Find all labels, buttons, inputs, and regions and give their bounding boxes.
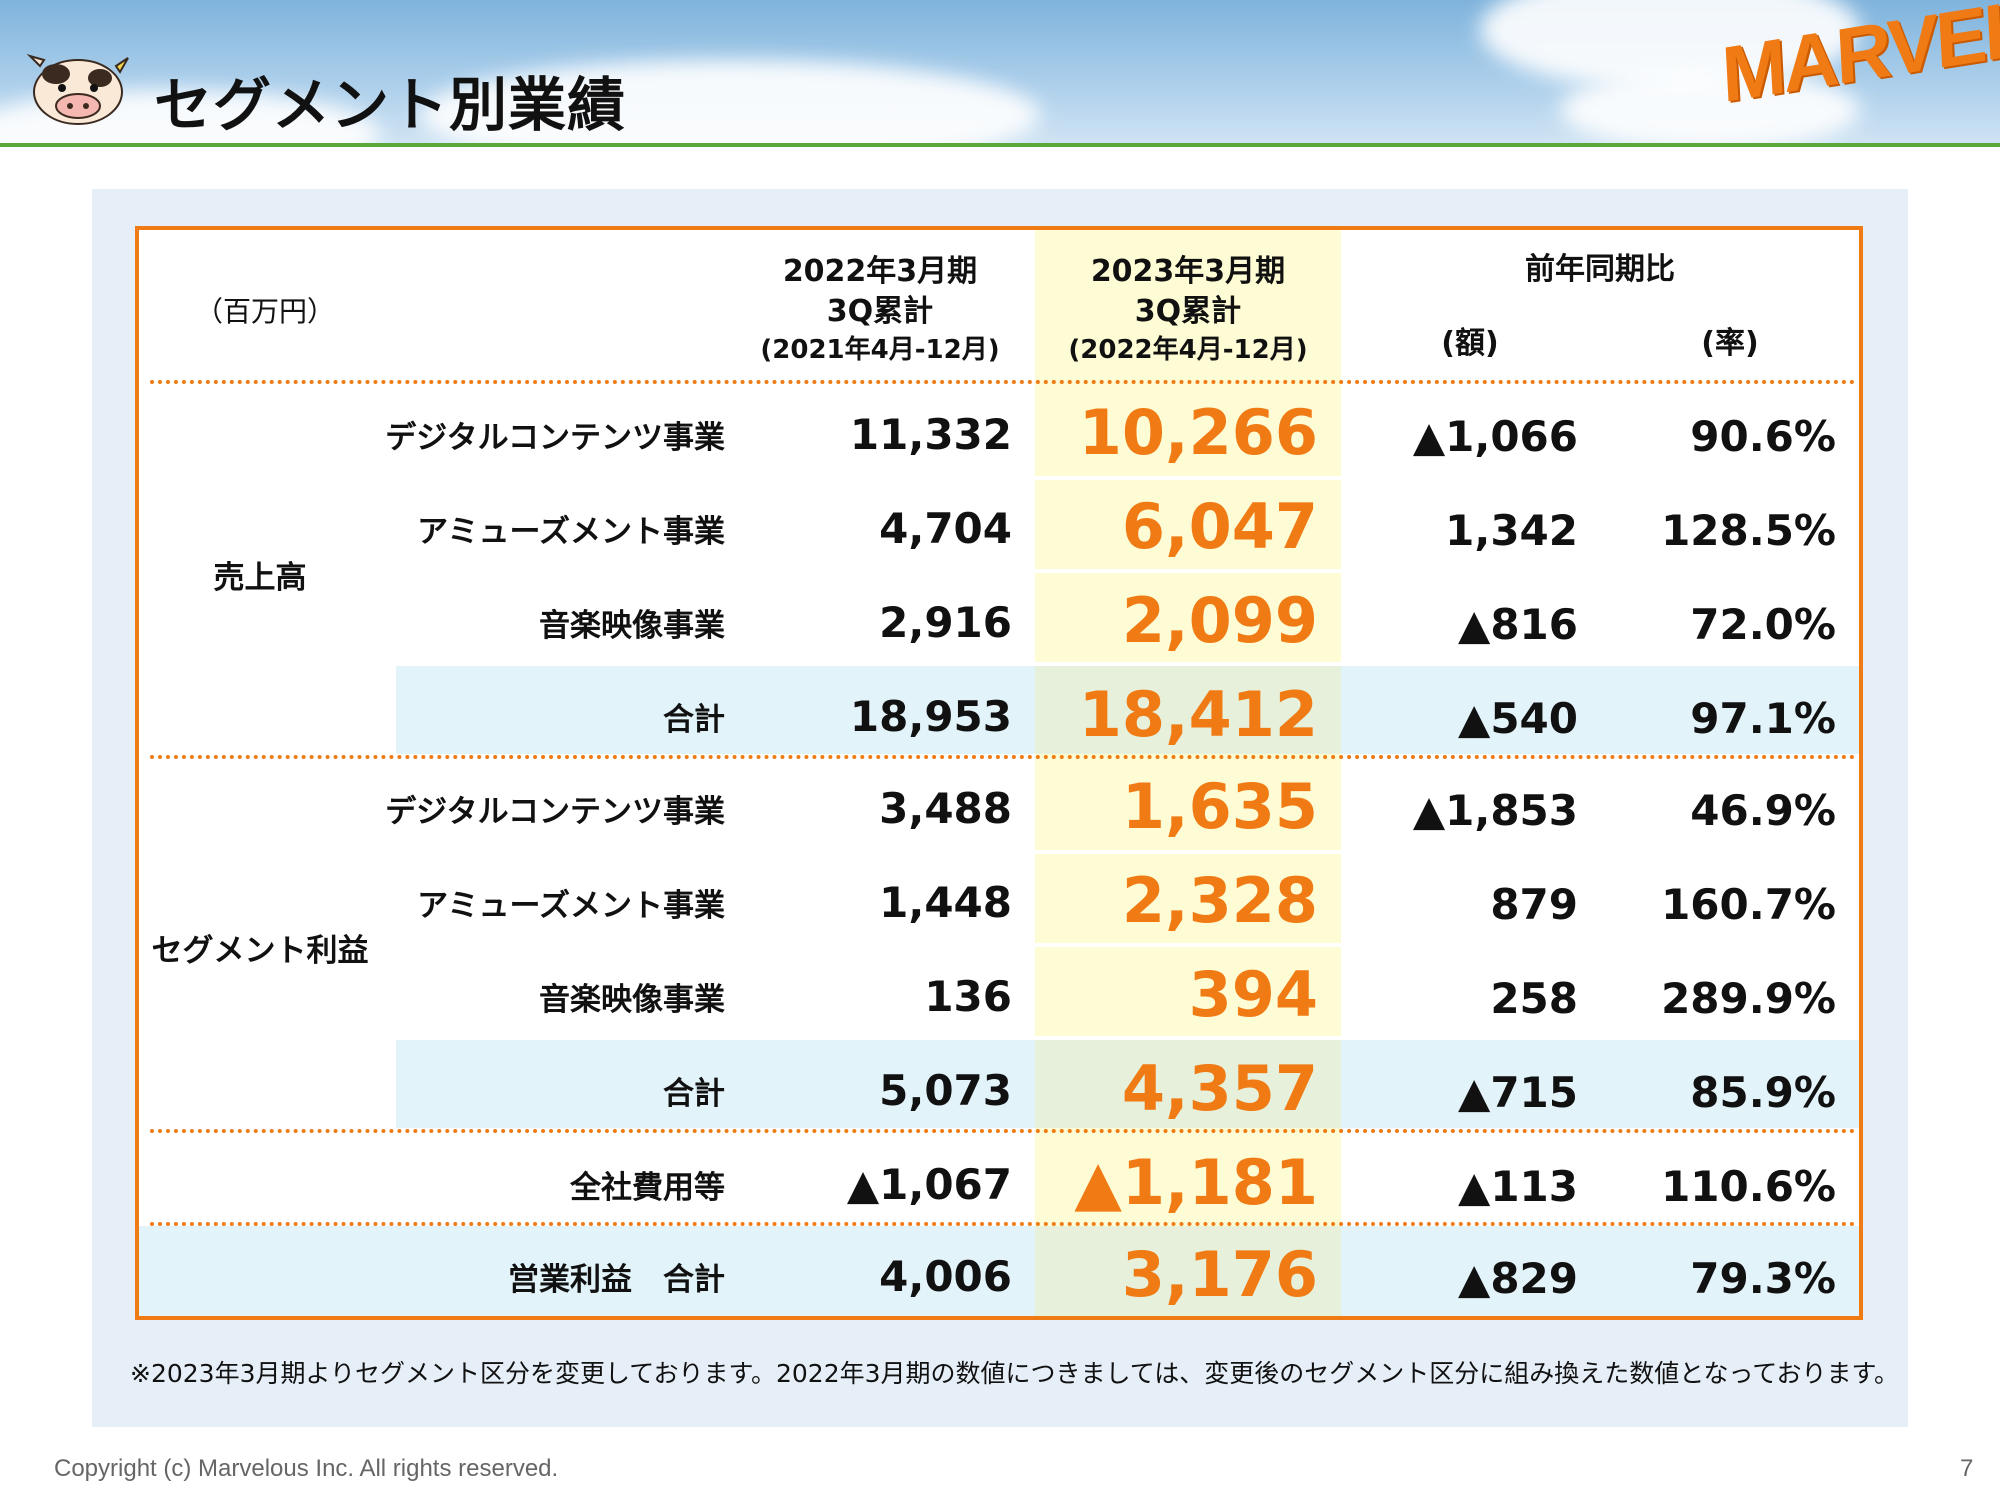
row-label-total: 合計 <box>663 1076 725 1112</box>
prev-year-header-line3: (2021年4月-12月) <box>760 335 1000 365</box>
curr-value: 2,099 <box>1121 584 1318 657</box>
cloud-decoration <box>1560 70 1860 143</box>
diff-value: 258 <box>1490 974 1578 1023</box>
curr-year-header-line2: 3Q累計 <box>1134 294 1242 329</box>
cow-mascot-icon <box>26 53 129 125</box>
row-label: 音楽映像事業 <box>539 982 725 1018</box>
prev-year-header-line1: 2022年3月期 <box>782 254 978 289</box>
row-label: デジタルコンテンツ事業 <box>385 794 725 830</box>
dotted-divider <box>150 755 1856 759</box>
row-label: デジタルコンテンツ事業 <box>385 420 725 456</box>
row-separator <box>1035 662 1341 666</box>
prev-year-header: 2022年3月期 3Q累計 (2021年4月-12月) <box>720 252 1040 368</box>
operating-rate-value: 79.3% <box>1690 1254 1836 1303</box>
row-label: アミューズメント事業 <box>417 514 725 550</box>
diff-value: ▲1,853 <box>1412 786 1578 835</box>
curr-value: 18,412 <box>1078 678 1318 751</box>
corporate-diff-value: ▲113 <box>1458 1162 1578 1211</box>
yoy-amount-header: (額) <box>1441 326 1499 361</box>
rate-value: 90.6% <box>1690 412 1836 461</box>
operating-row-label: 営業利益 合計 <box>508 1262 725 1298</box>
prev-value: 1,448 <box>879 878 1012 927</box>
dotted-divider <box>150 1222 1856 1226</box>
rate-value: 46.9% <box>1690 786 1836 835</box>
diff-value: ▲540 <box>1458 694 1578 743</box>
operating-diff-value: ▲829 <box>1458 1254 1578 1303</box>
operating-curr-value: 3,176 <box>1121 1238 1318 1311</box>
prev-year-header-line2: 3Q累計 <box>826 294 934 329</box>
curr-value: 1,635 <box>1121 770 1318 843</box>
sales-total-row-bg-highlight <box>1035 666 1341 754</box>
operating-prev-value: 4,006 <box>879 1252 1012 1301</box>
prev-value: 3,488 <box>879 784 1012 833</box>
prev-value: 136 <box>924 972 1012 1021</box>
segment-table <box>135 226 1863 1320</box>
page-number: 7 <box>1960 1455 1974 1482</box>
rate-value: 128.5% <box>1661 506 1836 555</box>
row-separator <box>1035 569 1341 573</box>
marvelous-logo: MARVELOUS! <box>1720 0 2000 130</box>
diff-value: ▲816 <box>1458 600 1578 649</box>
prev-value: 11,332 <box>849 410 1012 459</box>
profit-total-row-bg <box>1341 1040 1859 1128</box>
profit-group-label: セグメント利益 <box>151 933 369 969</box>
prev-value: 18,953 <box>849 692 1012 741</box>
profit-total-row-bg <box>396 1040 1035 1128</box>
row-label-total: 合計 <box>663 702 725 738</box>
curr-value: 10,266 <box>1078 396 1318 469</box>
prev-value: 2,916 <box>879 598 1012 647</box>
rate-value: 160.7% <box>1661 880 1836 929</box>
current-year-column-highlight <box>1035 230 1341 1316</box>
diff-value: 879 <box>1490 880 1578 929</box>
corporate-rate-value: 110.6% <box>1661 1162 1836 1211</box>
operating-row-bg <box>139 1226 1035 1316</box>
diff-value: 1,342 <box>1445 506 1578 555</box>
row-label: 音楽映像事業 <box>539 608 725 644</box>
sales-group-label: 売上高 <box>213 560 307 596</box>
row-separator <box>1035 476 1341 480</box>
rate-value: 72.0% <box>1690 600 1836 649</box>
curr-year-header-line1: 2023年3月期 <box>1090 254 1286 289</box>
corporate-row-label: 全社費用等 <box>570 1170 725 1206</box>
row-label: アミューズメント事業 <box>417 888 725 924</box>
copyright: Copyright (c) Marvelous Inc. All rights … <box>54 1455 559 1482</box>
row-separator <box>1035 1036 1341 1040</box>
diff-value: ▲715 <box>1458 1068 1578 1117</box>
prev-value: 4,704 <box>879 504 1012 553</box>
curr-year-header: 2023年3月期 3Q累計 (2022年4月-12月) <box>1030 252 1346 368</box>
curr-year-header-line3: (2022年4月-12月) <box>1068 335 1308 365</box>
prev-value: 5,073 <box>879 1066 1012 1115</box>
dotted-divider <box>150 380 1856 384</box>
rate-value: 97.1% <box>1690 694 1836 743</box>
curr-value: 4,357 <box>1121 1052 1318 1125</box>
cloud-decoration <box>420 60 1040 143</box>
rate-value: 85.9% <box>1690 1068 1836 1117</box>
curr-value: 394 <box>1188 958 1318 1031</box>
dotted-divider <box>150 1129 1856 1133</box>
slide-header: セグメント別業績 MARVELOUS! <box>0 0 2000 143</box>
diff-value: ▲1,066 <box>1412 412 1578 461</box>
row-separator <box>1035 943 1341 947</box>
curr-value: 2,328 <box>1121 864 1318 937</box>
footnote: ※2023年3月期よりセグメント区分を変更しております。2022年3月期の数値に… <box>130 1359 1900 1388</box>
yoy-header: 前年同期比 <box>1525 252 1675 287</box>
page-title: セグメント別業績 <box>154 71 627 139</box>
sales-total-row-bg <box>1341 666 1859 754</box>
profit-total-row-bg-highlight <box>1035 1040 1341 1128</box>
rate-value: 289.9% <box>1661 974 1836 1023</box>
corporate-prev-value: ▲1,067 <box>846 1160 1012 1209</box>
yoy-rate-header: (率) <box>1701 326 1759 361</box>
unit-label: （百万円） <box>195 295 336 328</box>
logo-text: MARVELOUS! <box>1719 0 2000 120</box>
operating-row-bg <box>1341 1226 1859 1316</box>
corporate-curr-value: ▲1,181 <box>1074 1146 1318 1219</box>
header-divider <box>0 143 2000 147</box>
operating-row-bg-highlight <box>1035 1226 1341 1316</box>
sales-total-row-bg <box>396 666 1035 754</box>
row-separator <box>1035 850 1341 854</box>
curr-value: 6,047 <box>1121 490 1318 563</box>
